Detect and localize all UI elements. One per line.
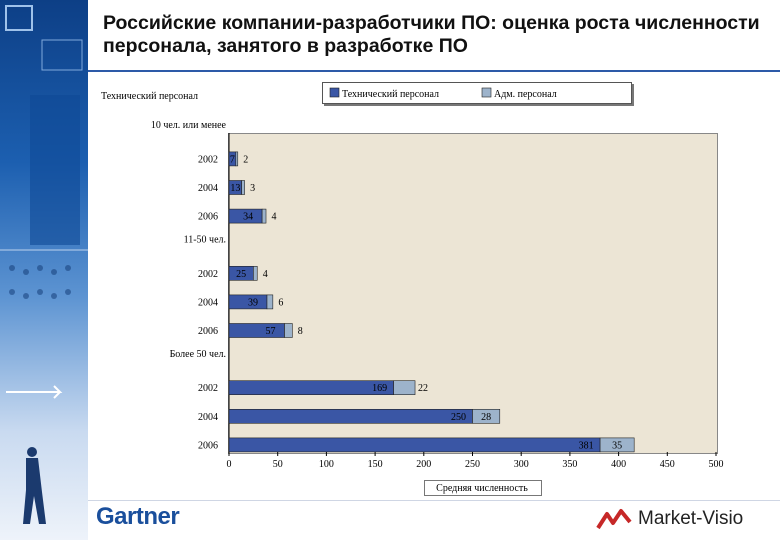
frame-shape bbox=[41, 39, 83, 71]
bar-adm bbox=[241, 180, 245, 195]
year-label: 2004 bbox=[198, 183, 218, 194]
x-tick-label: 0 bbox=[227, 459, 232, 470]
x-tick-label: 400 bbox=[611, 459, 626, 470]
bar-tech bbox=[228, 408, 473, 424]
x-tick-label: 200 bbox=[416, 459, 431, 470]
legend bbox=[322, 82, 632, 104]
window-icon bbox=[5, 5, 33, 31]
market-visio-mark-icon bbox=[596, 509, 632, 530]
value-label-tech: 25 bbox=[236, 269, 246, 280]
year-label: 2004 bbox=[198, 297, 218, 308]
left-series-label: Технический персонал bbox=[101, 91, 198, 102]
bar-adm bbox=[266, 294, 274, 310]
year-label: 2002 bbox=[198, 154, 218, 165]
value-label-tech: 7 bbox=[230, 154, 235, 165]
group-label: Более 50 чел. bbox=[170, 349, 226, 360]
value-label-tech: 250 bbox=[451, 412, 466, 423]
value-label-adm: 2 bbox=[243, 154, 248, 165]
value-label-tech: 169 bbox=[372, 383, 387, 394]
legend-items: Технический персонал Адм. персонал bbox=[329, 87, 557, 100]
x-tick-label: 500 bbox=[709, 459, 724, 470]
arrow-right-icon bbox=[6, 385, 63, 399]
bar-tech bbox=[228, 380, 394, 396]
bar-adm bbox=[261, 208, 267, 224]
value-label-tech: 34 bbox=[243, 212, 253, 223]
value-label-tech: 381 bbox=[579, 440, 594, 451]
value-label-adm: 6 bbox=[278, 297, 283, 308]
bar-adm bbox=[235, 151, 239, 167]
value-label-adm: 35 bbox=[612, 440, 622, 451]
bar-adm bbox=[253, 265, 258, 281]
legend-swatch bbox=[329, 87, 340, 98]
bars: 10 чел. или менее 2002 7 2 2004 13 3 2006 34 4 11-… bbox=[151, 120, 635, 453]
x-tick-label: 300 bbox=[514, 459, 529, 470]
year-label: 2006 bbox=[198, 326, 218, 337]
value-label-adm: 28 bbox=[481, 412, 491, 423]
value-label-adm: 4 bbox=[272, 212, 277, 223]
x-tick-label: 250 bbox=[465, 459, 480, 470]
year-label: 2006 bbox=[198, 440, 218, 451]
year-label: 2006 bbox=[198, 212, 218, 223]
year-label: 2002 bbox=[198, 269, 218, 280]
footer-rule bbox=[88, 500, 780, 501]
x-axis-ticks: 0 50 100 150 200 250 300 350 400 450 500 bbox=[227, 452, 724, 470]
group-label: 11-50 чел. bbox=[184, 234, 226, 245]
bar-adm bbox=[599, 437, 635, 453]
bar-adm bbox=[393, 380, 416, 396]
value-label-adm: 3 bbox=[250, 183, 255, 194]
x-tick-label: 100 bbox=[319, 459, 334, 470]
market-visio-text: Market-Visio bbox=[638, 508, 744, 529]
bar-tech bbox=[228, 323, 285, 338]
legend-label: Адм. персонал bbox=[494, 89, 557, 100]
legend-swatch bbox=[481, 87, 492, 98]
sidebar-art bbox=[0, 5, 88, 524]
gartner-logo: Gartner bbox=[96, 503, 180, 530]
value-label-adm: 8 bbox=[298, 326, 303, 337]
value-label-adm: 4 bbox=[263, 269, 268, 280]
bar-adm bbox=[472, 408, 501, 424]
x-tick-label: 150 bbox=[368, 459, 383, 470]
decorative-sidebar bbox=[0, 0, 88, 540]
year-label: 2002 bbox=[198, 383, 218, 394]
bar-adm bbox=[284, 323, 293, 338]
building-shape bbox=[30, 95, 80, 245]
people-silhouettes bbox=[9, 265, 71, 299]
bar-tech bbox=[228, 437, 601, 453]
x-tick-label: 450 bbox=[660, 459, 675, 470]
walking-man-icon bbox=[23, 447, 46, 524]
x-axis-title: Средняя численность bbox=[436, 483, 528, 494]
x-axis-title-box bbox=[424, 480, 542, 496]
value-label-tech: 57 bbox=[266, 326, 276, 337]
slide-title: Российские компании-разработчики ПО: оце… bbox=[103, 12, 760, 57]
x-tick-label: 350 bbox=[562, 459, 577, 470]
x-tick-label: 50 bbox=[273, 459, 283, 470]
value-label-adm: 22 bbox=[418, 383, 428, 394]
value-label-tech: 39 bbox=[248, 297, 258, 308]
value-label-tech: 13 bbox=[230, 183, 240, 194]
group-label: 10 чел. или менее bbox=[151, 120, 227, 131]
year-label: 2004 bbox=[198, 412, 218, 423]
legend-label: Технический персонал bbox=[342, 89, 439, 100]
title-rule bbox=[88, 70, 780, 72]
market-visio-logo: Market-Visio bbox=[596, 506, 743, 532]
